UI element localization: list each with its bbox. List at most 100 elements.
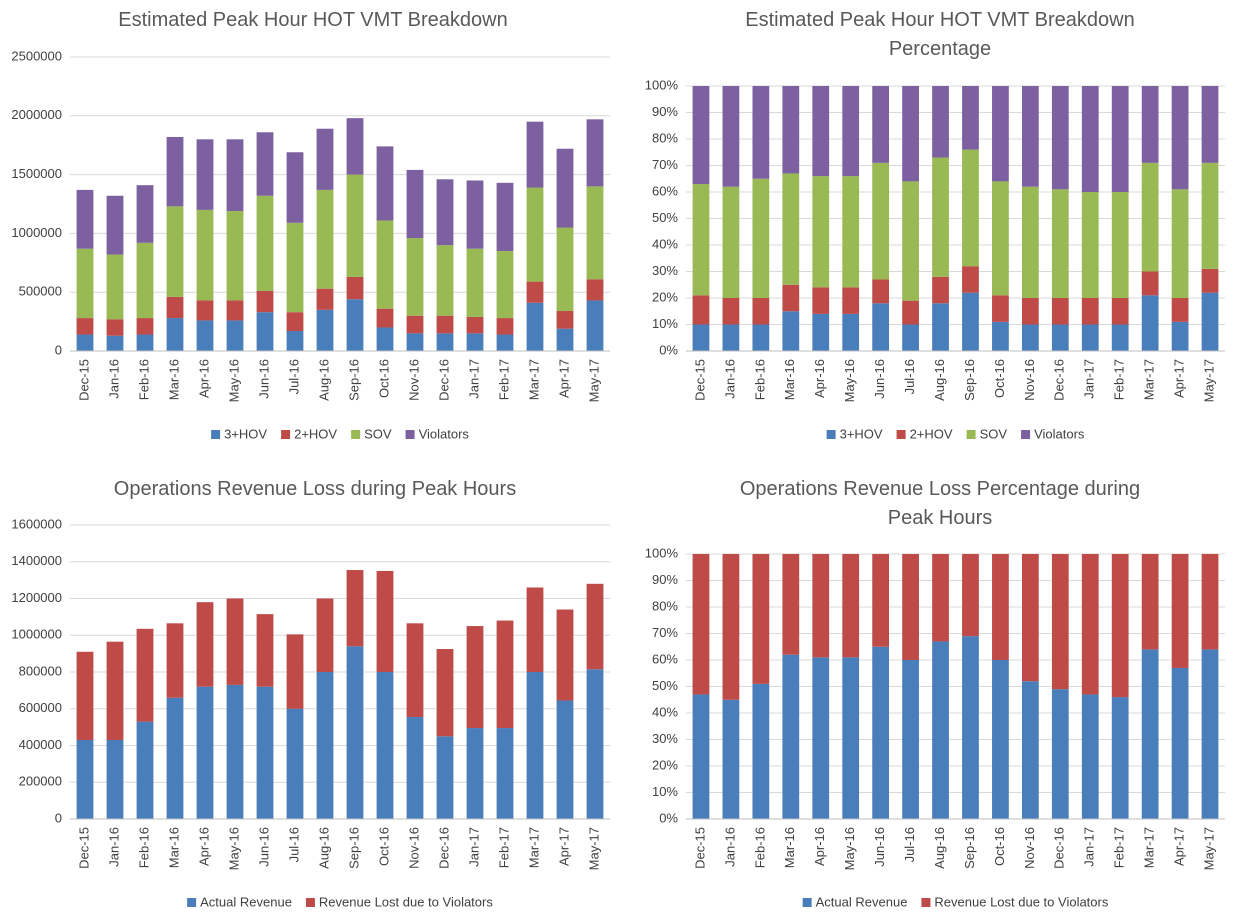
bar-segment [1201, 649, 1219, 819]
bar-segment [1111, 298, 1129, 325]
bar-segment [872, 303, 890, 351]
bar-segment [812, 313, 830, 351]
y-tick-label: 70% [652, 157, 678, 172]
y-tick-label: 600000 [19, 700, 62, 715]
y-tick-label: 10% [652, 784, 678, 799]
bar-segment [1051, 554, 1069, 690]
bar-segment [692, 694, 710, 819]
bar-segment [556, 148, 574, 228]
bar-segment [962, 636, 979, 819]
x-tick-label: Dec-16 [436, 359, 451, 401]
y-tick-label: 40% [652, 704, 678, 719]
bar-segment [166, 697, 184, 819]
x-tick-label: Aug-16 [316, 827, 331, 869]
bar-segment [196, 300, 214, 321]
x-tick-label: Dec-16 [1052, 359, 1067, 401]
bar-segment [376, 220, 394, 309]
x-tick-label: Apr-16 [812, 827, 827, 866]
legend-label: SOV [980, 426, 1008, 441]
legend-swatch [896, 430, 906, 439]
x-tick-label: Jun-16 [256, 359, 271, 399]
x-tick-label: Mar-16 [782, 827, 797, 868]
y-tick-label: 100% [645, 545, 679, 560]
bar-segment [166, 296, 184, 319]
bar-segment [286, 634, 304, 709]
y-tick-label: 1400000 [11, 553, 62, 568]
y-tick-label: 70% [652, 625, 678, 640]
bar-segment [316, 672, 334, 819]
x-tick-label: Dec-16 [1052, 827, 1067, 869]
x-tick-label: Jan-16 [722, 827, 737, 867]
chart-title: Operations Revenue Loss during Peak Hour… [113, 478, 517, 500]
bar-segment [992, 554, 1009, 660]
bar-segment [872, 162, 890, 280]
x-tick-label: Feb-17 [1112, 827, 1127, 868]
bar-segment [136, 721, 154, 819]
x-tick-label: Feb-16 [752, 827, 767, 868]
x-tick-label: May-17 [1201, 827, 1216, 870]
chart-title: Operations Revenue Loss Percentage durin… [739, 478, 1141, 529]
x-tick-label: May-17 [1201, 359, 1216, 402]
bar-segment [752, 86, 770, 179]
bar-segment [872, 554, 890, 647]
legend-swatch [1021, 430, 1031, 439]
bar-segment [1171, 86, 1189, 190]
legend: Actual Revenue Revenue Lost due to Violat… [802, 894, 1109, 909]
bar-segment [1111, 192, 1129, 298]
legend-label: Revenue Lost due to Violators [319, 894, 493, 909]
x-tick-label: May-16 [226, 359, 241, 402]
x-tick-label: Mar-16 [782, 359, 797, 400]
bar-segment [106, 319, 124, 336]
bar-segment [692, 324, 710, 351]
x-tick-label: Jan-17 [466, 359, 481, 399]
bar-segment [1111, 86, 1129, 192]
bar-segment [346, 646, 364, 819]
bar-segment [1111, 697, 1129, 819]
x-tick-label: Feb-17 [496, 827, 511, 868]
bar-segment [466, 180, 484, 249]
y-tick-label: 0% [659, 810, 678, 825]
bar-segment [196, 139, 214, 210]
legend-swatch [826, 430, 836, 439]
bar-segment [1111, 554, 1129, 698]
bar-segment [932, 276, 949, 304]
bar-segment [466, 333, 484, 351]
bar-segment [496, 728, 514, 819]
bar-segment [722, 86, 740, 187]
bar-segment [692, 86, 710, 185]
x-tick-label: Jun-16 [256, 827, 271, 867]
x-tick-label: Apr-17 [1172, 359, 1187, 398]
chart-title: Estimated Peak Hour HOT VMT Breakdown Pe… [745, 9, 1135, 60]
x-tick-label: Aug-16 [932, 827, 947, 869]
bar-segment [106, 739, 124, 819]
x-tick-label: Mar-16 [166, 359, 181, 400]
bar-segment [1201, 162, 1219, 269]
bar-segment [76, 189, 94, 249]
bar-segment [692, 295, 710, 325]
bar-segment [226, 139, 244, 212]
bar-segment [722, 324, 740, 351]
bar-segment [106, 641, 124, 740]
bar-segment [1051, 298, 1069, 325]
bar-segment [346, 570, 364, 647]
bar-segment [752, 178, 770, 298]
y-tick-label: 1200000 [11, 590, 62, 605]
y-tick-label: 2000000 [11, 107, 62, 122]
bar-segment [106, 195, 124, 255]
y-tick-label: 200000 [19, 774, 62, 789]
bar-segment [526, 672, 544, 819]
y-tick-label: 10% [652, 316, 678, 331]
bar-segment [842, 176, 860, 288]
bar-segment [782, 86, 800, 174]
x-tick-label: Nov-16 [406, 359, 421, 401]
bar-segment [376, 327, 394, 351]
bar-segment [346, 174, 364, 277]
bar-segment [466, 316, 484, 334]
bar-segment [1141, 86, 1159, 163]
bar-segment [932, 86, 949, 158]
legend-swatch [305, 898, 315, 907]
x-tick-label: Feb-16 [136, 827, 151, 868]
bar-segment [586, 279, 604, 301]
bar-segment [722, 554, 740, 700]
